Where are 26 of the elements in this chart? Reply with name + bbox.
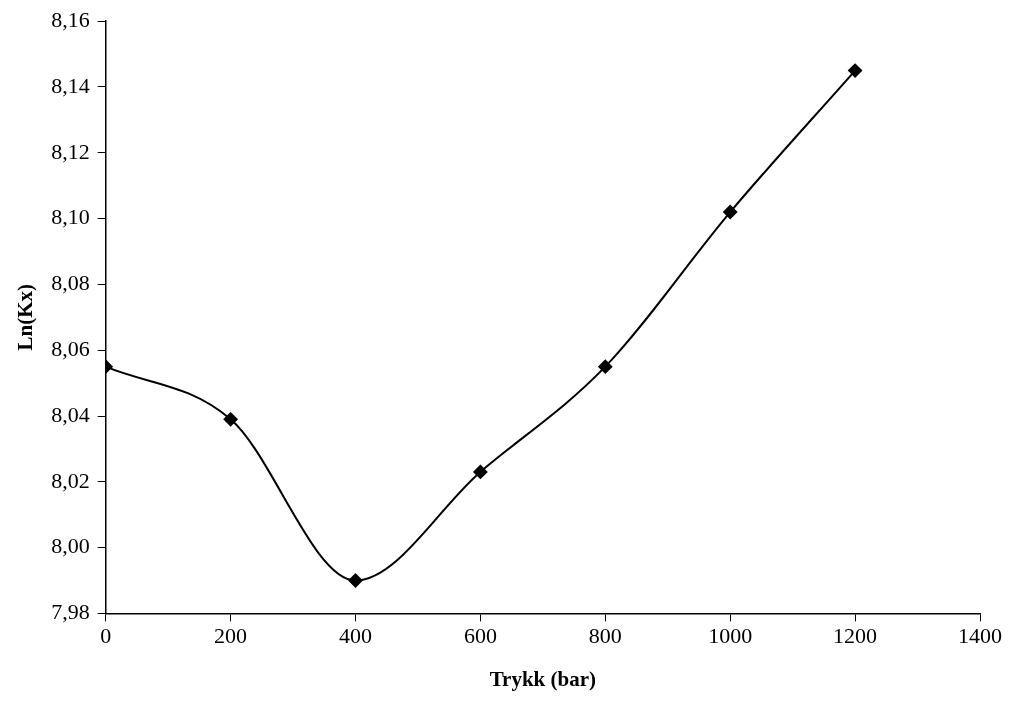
x-tick-label: 200 — [214, 623, 248, 649]
point — [348, 573, 363, 588]
x-tick-label: 1200 — [833, 623, 878, 649]
y-tick-label: 8,16 — [51, 6, 90, 32]
point — [473, 464, 488, 479]
point — [223, 412, 238, 427]
y-tick-label: 8,02 — [51, 467, 90, 493]
x-axis-title: Trykk (bar) — [489, 666, 597, 691]
y-tick-label: 8,10 — [51, 204, 90, 230]
x-tick-label: 0 — [100, 623, 112, 649]
y-tick-label: 8,12 — [51, 138, 90, 164]
x-tick-label: 400 — [339, 623, 372, 649]
x-tick-label: 600 — [463, 623, 497, 649]
x-tick-label: 800 — [588, 623, 622, 649]
point — [723, 205, 738, 220]
y-tick-label: 8,08 — [51, 270, 90, 296]
point — [598, 359, 613, 374]
x-tick-label: 1400 — [958, 623, 1002, 649]
y-tick-label: 8,04 — [51, 401, 90, 427]
y-tick-label: 7,98 — [51, 599, 90, 625]
y-tick-label: 8,14 — [51, 72, 90, 98]
x-tick-label: 1000 — [708, 623, 753, 649]
y-axis-title: Ln(Kx) — [13, 284, 38, 351]
y-tick-label: 8,06 — [51, 335, 90, 361]
y-tick-label: 8,00 — [51, 533, 90, 559]
point — [848, 63, 863, 78]
